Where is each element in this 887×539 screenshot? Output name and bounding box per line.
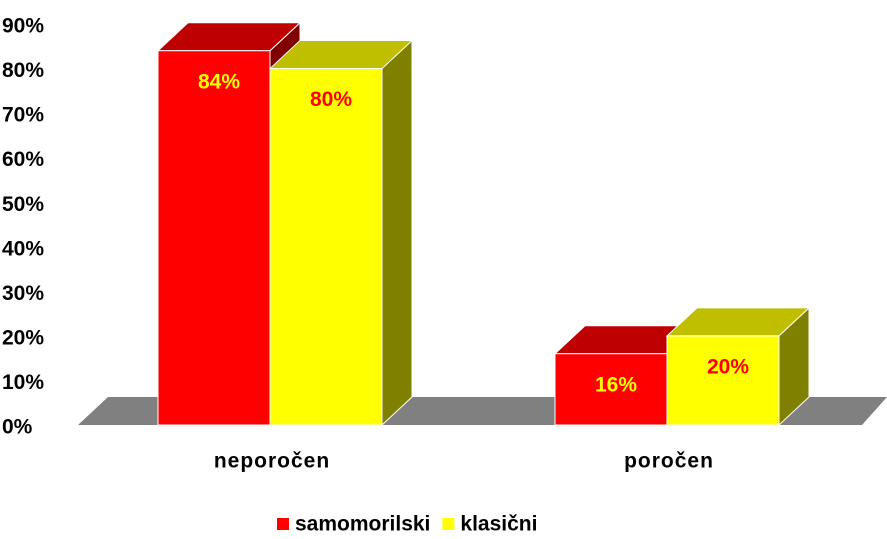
legend-label: samomorilski [295, 513, 430, 536]
y-tick-label: 0% [2, 416, 33, 439]
bar [157, 50, 271, 426]
y-tick-label: 50% [2, 193, 44, 216]
y-tick-label: 20% [2, 326, 44, 349]
legend-swatch [277, 518, 289, 530]
y-tick-label: 10% [2, 371, 44, 394]
legend-swatch [442, 518, 455, 530]
y-tick-label: 30% [2, 282, 44, 305]
y-tick-label: 80% [2, 59, 44, 82]
x-tick-label: poročen [624, 450, 714, 473]
y-tick-label: 60% [2, 148, 44, 171]
x-tick-label: neporočen [214, 450, 330, 473]
y-tick-label: 40% [2, 237, 44, 260]
value-label: 20% [707, 355, 749, 378]
bar-side [381, 39, 413, 427]
value-label: 80% [310, 88, 352, 111]
bar [554, 353, 668, 426]
y-tick-label: 90% [2, 15, 44, 38]
value-label: 16% [595, 373, 637, 396]
bar [666, 335, 780, 426]
bar [269, 68, 383, 426]
legend-label: klasični [460, 513, 537, 536]
value-label: 84% [198, 70, 240, 93]
y-tick-label: 70% [2, 104, 44, 127]
